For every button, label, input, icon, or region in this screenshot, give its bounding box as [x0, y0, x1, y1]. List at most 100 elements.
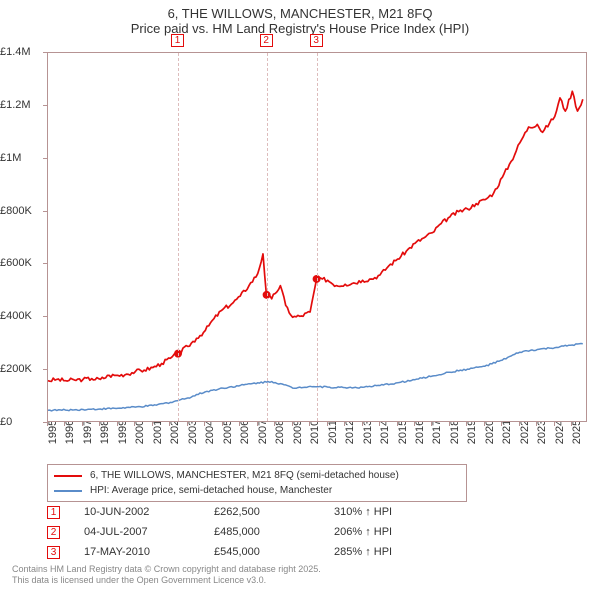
events-row-marker: 1	[47, 506, 60, 519]
event-marker-line	[267, 53, 268, 421]
x-tick-label: 2002	[169, 420, 181, 444]
y-tick-label: £1.4M	[0, 46, 44, 58]
y-tick-label: £400K	[0, 310, 44, 322]
x-tick-label: 2011	[327, 420, 339, 444]
x-tick-mark	[484, 422, 485, 426]
x-tick-label: 2017	[431, 420, 443, 444]
x-tick-label: 2018	[449, 420, 461, 444]
x-tick-mark	[187, 422, 188, 426]
title-line-1: 6, THE WILLOWS, MANCHESTER, M21 8FQ	[0, 6, 600, 21]
x-tick-mark	[431, 422, 432, 426]
x-tick-label: 1997	[82, 420, 94, 444]
x-tick-label: 1996	[64, 420, 76, 444]
x-tick-mark	[82, 422, 83, 426]
footer-line-1: Contains HM Land Registry data © Crown c…	[12, 564, 321, 575]
y-tick-label: £200K	[0, 363, 44, 375]
x-tick-label: 2019	[466, 420, 478, 444]
x-tick-mark	[274, 422, 275, 426]
legend-item: 6, THE WILLOWS, MANCHESTER, M21 8FQ (sem…	[54, 468, 460, 483]
chart-title: 6, THE WILLOWS, MANCHESTER, M21 8FQ Pric…	[0, 0, 600, 36]
x-tick-mark	[134, 422, 135, 426]
x-tick-label: 2005	[222, 420, 234, 444]
chart-plot-area	[47, 52, 587, 422]
x-tick-mark	[64, 422, 65, 426]
x-tick-mark	[466, 422, 467, 426]
x-tick-label: 2020	[484, 420, 496, 444]
footer-attribution: Contains HM Land Registry data © Crown c…	[12, 564, 321, 586]
event-marker-line	[317, 53, 318, 421]
legend-label: 6, THE WILLOWS, MANCHESTER, M21 8FQ (sem…	[90, 470, 399, 481]
events-row-date: 04-JUL-2007	[84, 526, 214, 538]
x-tick-mark	[222, 422, 223, 426]
events-row-pct: 206% ↑ HPI	[334, 526, 392, 538]
x-tick-mark	[379, 422, 380, 426]
events-row-price: £545,000	[214, 546, 334, 558]
x-tick-mark	[47, 422, 48, 426]
x-tick-mark	[501, 422, 502, 426]
events-row-marker: 3	[47, 546, 60, 559]
x-tick-mark	[362, 422, 363, 426]
events-table: 1 10-JUN-2002£262,500310% ↑ HPI 2 04-JUL-20…	[47, 502, 587, 562]
event-marker-box-2: 2	[260, 34, 273, 47]
event-marker-box-3: 3	[310, 34, 323, 47]
x-tick-mark	[292, 422, 293, 426]
x-tick-label: 2016	[414, 420, 426, 444]
x-tick-label: 2010	[309, 420, 321, 444]
x-tick-mark	[257, 422, 258, 426]
event-marker-line	[178, 53, 179, 421]
x-tick-label: 1998	[99, 420, 111, 444]
x-tick-mark	[169, 422, 170, 426]
x-tick-mark	[414, 422, 415, 426]
x-tick-label: 2004	[204, 420, 216, 444]
events-row-date: 10-JUN-2002	[84, 506, 214, 518]
x-tick-label: 2007	[257, 420, 269, 444]
events-row-pct: 285% ↑ HPI	[334, 546, 392, 558]
x-tick-mark	[397, 422, 398, 426]
x-tick-mark	[99, 422, 100, 426]
events-row: 2 04-JUL-2007£485,000206% ↑ HPI	[47, 522, 587, 542]
x-tick-label: 2021	[501, 420, 513, 444]
series-property	[48, 91, 583, 381]
x-tick-label: 2025	[571, 420, 583, 444]
y-tick-label: £1.2M	[0, 99, 44, 111]
x-tick-mark	[554, 422, 555, 426]
legend-swatch	[54, 490, 82, 492]
legend-swatch	[54, 475, 82, 477]
events-row-marker: 2	[47, 526, 60, 539]
x-tick-label: 2013	[362, 420, 374, 444]
event-marker-box-1: 1	[171, 34, 184, 47]
x-tick-mark	[117, 422, 118, 426]
x-tick-mark	[152, 422, 153, 426]
events-row-price: £485,000	[214, 526, 334, 538]
legend-label: HPI: Average price, semi-detached house,…	[90, 485, 332, 496]
x-tick-mark	[327, 422, 328, 426]
y-tick-label: £0	[0, 416, 44, 428]
x-tick-label: 2006	[239, 420, 251, 444]
x-tick-label: 2008	[274, 420, 286, 444]
x-tick-label: 2014	[379, 420, 391, 444]
events-row-date: 17-MAY-2010	[84, 546, 214, 558]
x-tick-label: 2001	[152, 420, 164, 444]
events-row: 1 10-JUN-2002£262,500310% ↑ HPI	[47, 502, 587, 522]
chart-legend: 6, THE WILLOWS, MANCHESTER, M21 8FQ (sem…	[47, 464, 467, 502]
x-tick-mark	[204, 422, 205, 426]
x-tick-mark	[571, 422, 572, 426]
series-hpi	[48, 344, 583, 411]
x-tick-label: 1995	[47, 420, 59, 444]
events-row-price: £262,500	[214, 506, 334, 518]
x-tick-label: 2022	[519, 420, 531, 444]
x-tick-label: 2000	[134, 420, 146, 444]
x-tick-mark	[344, 422, 345, 426]
footer-line-2: This data is licensed under the Open Gov…	[12, 575, 321, 586]
x-tick-label: 2012	[344, 420, 356, 444]
x-tick-mark	[536, 422, 537, 426]
x-tick-label: 2009	[292, 420, 304, 444]
x-tick-label: 2023	[536, 420, 548, 444]
x-tick-label: 2015	[397, 420, 409, 444]
x-tick-label: 2003	[187, 420, 199, 444]
events-row-pct: 310% ↑ HPI	[334, 506, 392, 518]
y-tick-label: £600K	[0, 257, 44, 269]
y-tick-label: £1M	[0, 152, 44, 164]
x-tick-label: 1999	[117, 420, 129, 444]
events-row: 3 17-MAY-2010£545,000285% ↑ HPI	[47, 542, 587, 562]
